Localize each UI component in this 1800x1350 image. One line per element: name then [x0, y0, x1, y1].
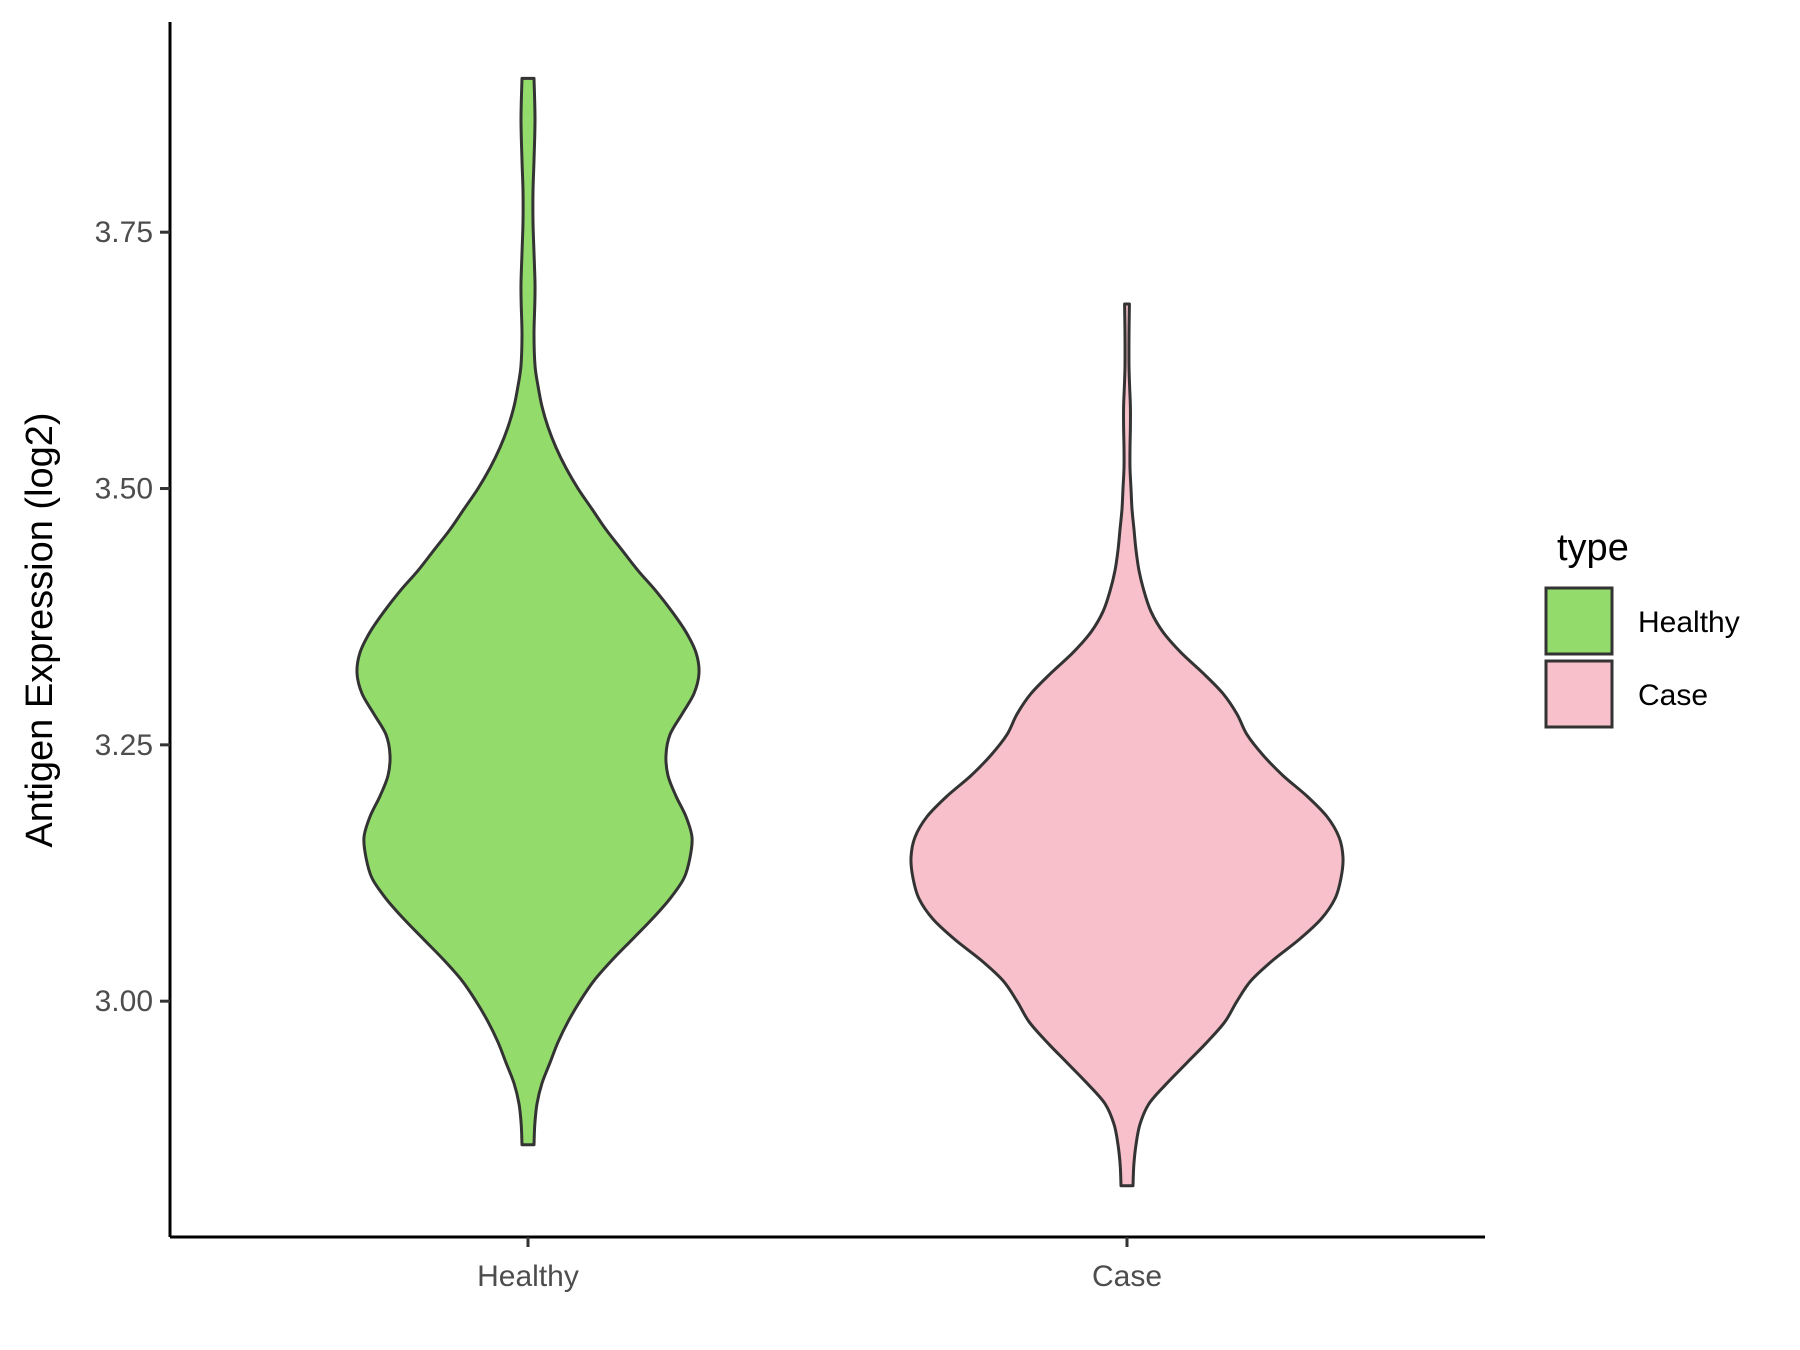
legend-swatch-case: [1544, 659, 1614, 729]
x-tick-label: Case: [1092, 1260, 1162, 1293]
y-tick-label: 3.50: [95, 473, 153, 506]
violin-healthy: [355, 76, 701, 1147]
x-axis-ticks: Healthy Case: [477, 1237, 1162, 1293]
violin-case: [909, 302, 1345, 1188]
violins-layer: [355, 76, 1345, 1188]
legend-swatch-healthy: [1544, 586, 1614, 656]
x-tick-label: Healthy: [477, 1260, 579, 1293]
y-tick-label: 3.75: [95, 216, 153, 249]
legend-label-healthy: Healthy: [1638, 606, 1740, 639]
legend-label-case: Case: [1638, 679, 1708, 712]
y-tick-label: 3.00: [95, 985, 153, 1018]
y-tick-label: 3.25: [95, 729, 153, 762]
legend: type Healthy Case: [1544, 527, 1740, 729]
y-axis-title: Antigen Expression (log2): [19, 412, 61, 847]
y-axis-ticks: 3.00 3.25 3.50 3.75: [95, 216, 170, 1018]
legend-title: type: [1557, 527, 1629, 569]
